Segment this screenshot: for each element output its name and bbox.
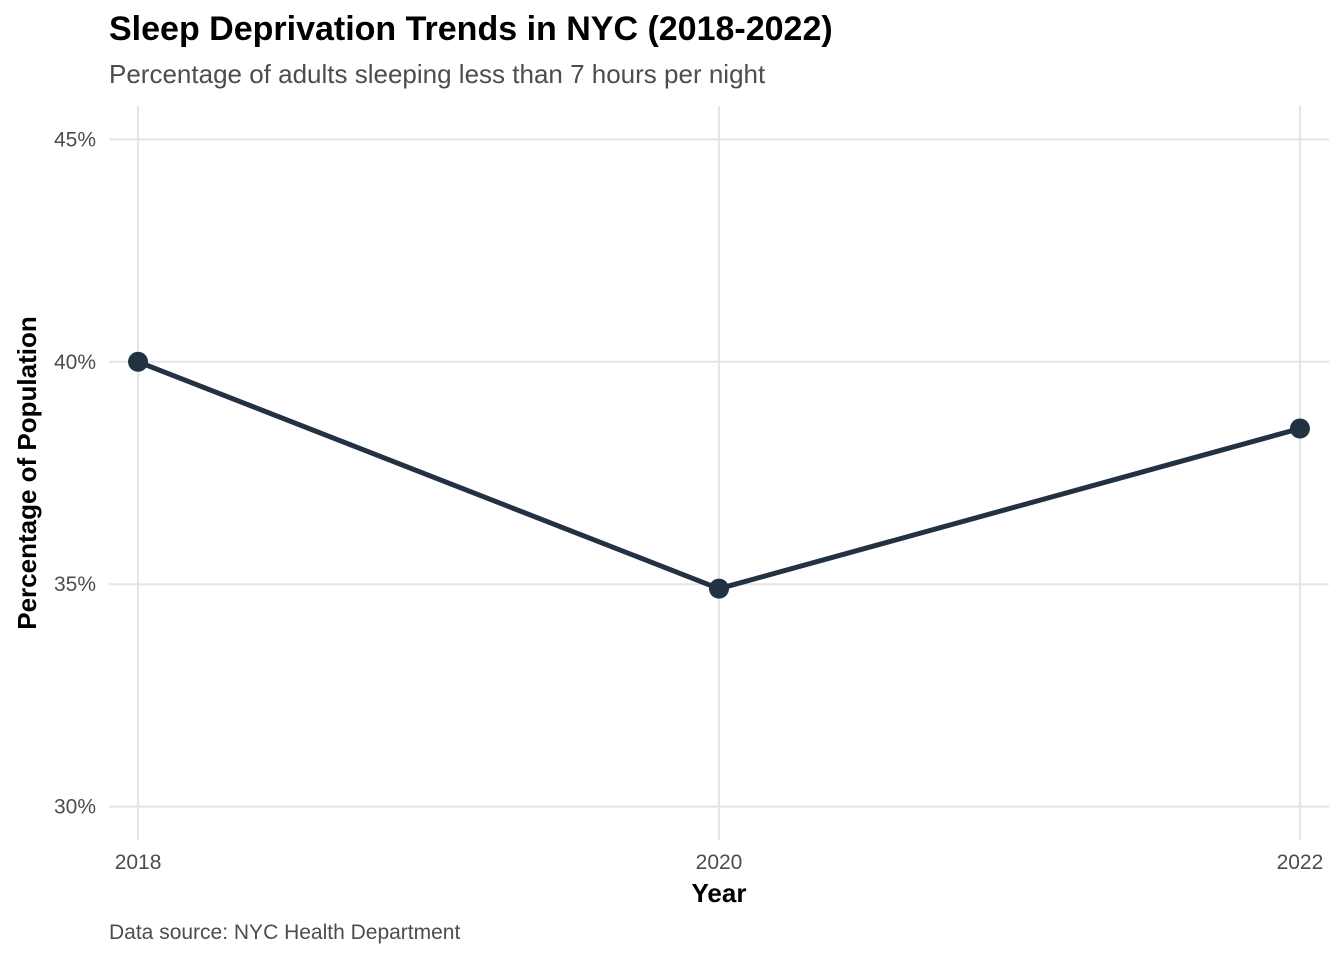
data-point (709, 578, 729, 599)
gridlines (109, 106, 1329, 840)
y-axis-title: Percentage of Population (12, 316, 42, 630)
x-tick-label: 2022 (1277, 851, 1324, 874)
chart-title: Sleep Deprivation Trends in NYC (2018-20… (109, 10, 833, 48)
y-tick-label: 30% (54, 796, 96, 819)
series (128, 351, 1310, 599)
chart-caption: Data source: NYC Health Department (109, 921, 461, 944)
y-tick-label: 35% (54, 573, 96, 596)
data-point (128, 351, 149, 372)
x-axis-ticks: 2018 2020 2022 (115, 851, 1324, 874)
y-tick-label: 45% (54, 128, 96, 151)
data-point (1289, 418, 1310, 439)
y-axis-ticks: 30% 35% 40% 45% (54, 128, 96, 818)
y-tick-label: 40% (54, 351, 96, 374)
x-tick-label: 2018 (115, 851, 162, 874)
x-axis-title: Year (692, 878, 747, 908)
chart-subtitle: Percentage of adults sleeping less than … (109, 59, 766, 89)
x-tick-label: 2020 (696, 851, 743, 874)
